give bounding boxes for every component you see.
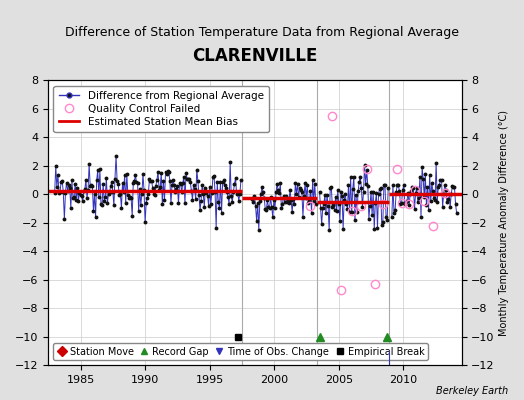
Title: CLARENVILLE: CLARENVILLE: [192, 47, 318, 65]
Text: Berkeley Earth: Berkeley Earth: [436, 386, 508, 396]
Legend: Station Move, Record Gap, Time of Obs. Change, Empirical Break: Station Move, Record Gap, Time of Obs. C…: [53, 343, 428, 360]
Text: Difference of Station Temperature Data from Regional Average: Difference of Station Temperature Data f…: [65, 26, 459, 39]
Y-axis label: Monthly Temperature Anomaly Difference (°C): Monthly Temperature Anomaly Difference (…: [499, 110, 509, 336]
